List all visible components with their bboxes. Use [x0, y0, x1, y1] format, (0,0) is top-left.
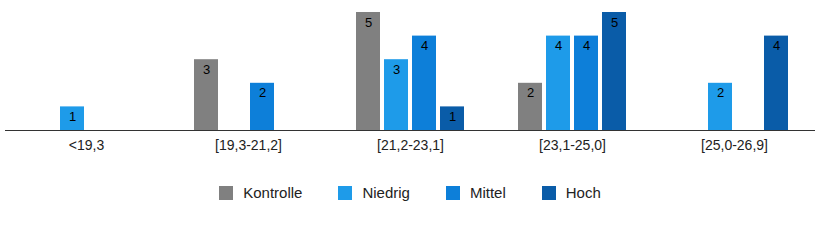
svg-text:5: 5: [611, 15, 618, 30]
svg-text:[23,1-25,0]: [23,1-25,0]: [539, 137, 606, 153]
svg-text:1: 1: [69, 109, 76, 124]
svg-text:4: 4: [555, 38, 562, 53]
html-text:Niedrig: Niedrig: [362, 184, 410, 201]
svg-text:2: 2: [527, 85, 534, 100]
svg-text:3: 3: [393, 62, 400, 77]
svg-text:4: 4: [773, 38, 780, 53]
svg-text:3: 3: [203, 62, 210, 77]
svg-text:<19,3: <19,3: [69, 137, 105, 153]
svg-text:1: 1: [449, 109, 456, 124]
svg-text:2: 2: [717, 85, 724, 100]
svg-text:[19,3-21,2]: [19,3-21,2]: [215, 137, 282, 153]
html-text:Mittel: Mittel: [469, 184, 506, 201]
svg-text:[21,2-23,1]: [21,2-23,1]: [377, 137, 444, 153]
html-text:Hoch: Hoch: [565, 184, 601, 201]
html-text:Kontrolle: Kontrolle: [243, 184, 303, 201]
svg-text:4: 4: [583, 38, 590, 53]
svg-text:4: 4: [421, 38, 428, 53]
svg-text:2: 2: [259, 85, 266, 100]
svg-text:[25,0-26,9]: [25,0-26,9]: [701, 137, 768, 153]
svg-text:5: 5: [365, 15, 372, 30]
